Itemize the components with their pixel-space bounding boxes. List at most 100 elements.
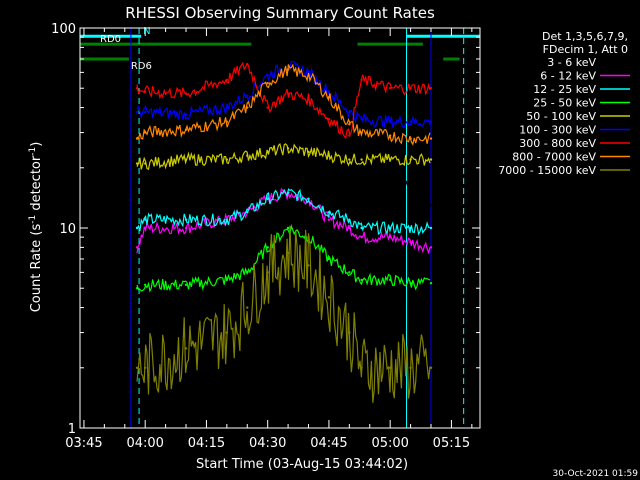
data-point [246, 271, 249, 274]
y-tick-label: 10 [59, 222, 76, 237]
data-point [360, 278, 363, 282]
data-point [388, 235, 392, 239]
data-point [421, 204, 425, 207]
data-point [409, 240, 412, 244]
data-point [327, 257, 331, 261]
y-tick-label: 100 [51, 22, 76, 37]
data-point [388, 158, 392, 161]
data-point [429, 281, 433, 285]
data-point [388, 278, 392, 282]
data-point [184, 128, 188, 131]
data-point [388, 180, 392, 184]
data-point [184, 226, 188, 230]
data-point [348, 218, 351, 221]
data-point [225, 278, 229, 282]
data-point [225, 218, 229, 221]
data-point [286, 92, 290, 95]
data-point [135, 87, 139, 90]
data-point [360, 180, 363, 184]
data-point [184, 218, 188, 221]
series-line [136, 225, 431, 403]
data-point [143, 131, 147, 134]
data-point [429, 87, 433, 90]
legend-entry-label: 3 - 6 keV [547, 56, 596, 69]
data-point [327, 218, 331, 221]
data-point [143, 90, 147, 93]
plot-area: N RD0 RD6 [80, 26, 480, 428]
data-point [409, 137, 412, 140]
data-point [135, 137, 139, 140]
x-tick-label: 04:45 [310, 436, 347, 451]
data-point [360, 131, 363, 134]
data-point [360, 117, 363, 121]
data-point [135, 287, 139, 290]
footer-timestamp: 30-Oct-2021 01:59 [553, 469, 639, 479]
data-point [266, 74, 269, 77]
data-point [360, 366, 363, 369]
flag-label: N [143, 26, 150, 37]
data-point [409, 366, 412, 369]
x-axis-label: Start Time (03-Aug-15 03:44:02) [196, 457, 408, 472]
data-point [135, 162, 139, 165]
axes: 1 10 100 03:45 04:00 04:15 04:30 04:45 05:00 05:1… [51, 22, 481, 451]
data-point [409, 281, 412, 285]
series-line [136, 224, 431, 293]
legend-entry-label: 25 - 50 keV [533, 97, 596, 110]
data-point [348, 158, 351, 161]
data-point [225, 175, 229, 179]
data-point [286, 191, 290, 194]
data-point [348, 331, 351, 334]
data-point [143, 283, 147, 286]
legend-entry-label: 6 - 12 keV [540, 70, 596, 83]
data-point [307, 197, 310, 200]
data-point [360, 226, 363, 230]
data-point [405, 180, 408, 184]
data-point [184, 113, 188, 116]
x-tick-label: 04:00 [126, 436, 163, 451]
data-point [225, 331, 229, 334]
data-point [327, 90, 331, 93]
legend-entry-label: 7000 - 15000 keV [498, 164, 596, 177]
data-point [327, 154, 331, 157]
data-point [388, 226, 392, 230]
data-point [348, 123, 351, 126]
data-point [135, 197, 139, 200]
data-point [266, 106, 269, 109]
data-point [143, 110, 147, 114]
data-point [184, 347, 188, 350]
data-point [143, 226, 147, 230]
data-point [388, 366, 392, 369]
data-point [360, 235, 363, 239]
data-point [348, 226, 351, 230]
data-point [409, 226, 412, 230]
data-point [266, 197, 269, 200]
legend-entry-label: 100 - 300 keV [519, 124, 596, 137]
data-point [286, 68, 290, 71]
data-point [143, 366, 147, 369]
data-point [266, 150, 269, 154]
data-point [246, 62, 249, 66]
flag-label: RD0 [100, 34, 121, 45]
data-point [429, 204, 433, 207]
data-point [135, 246, 139, 249]
data-point [143, 175, 147, 179]
data-point [266, 246, 269, 249]
data-point [143, 218, 147, 221]
data-point [286, 147, 290, 150]
y-tick-label: 1 [68, 422, 76, 437]
legend-header: FDecim 1, Att 0 [543, 43, 628, 56]
data-point [246, 210, 249, 214]
data-point [413, 204, 416, 207]
data-point [307, 150, 310, 154]
data-point [429, 137, 433, 140]
data-point [348, 110, 351, 114]
data-point [429, 226, 433, 230]
data-point [184, 175, 188, 179]
data-point [429, 120, 433, 123]
data-point [135, 366, 139, 369]
x-tick-label: 04:15 [188, 436, 225, 451]
data-point [246, 106, 249, 109]
legend-header: Det 1,3,5,6,7,9, [542, 30, 628, 43]
data-point [266, 271, 269, 274]
